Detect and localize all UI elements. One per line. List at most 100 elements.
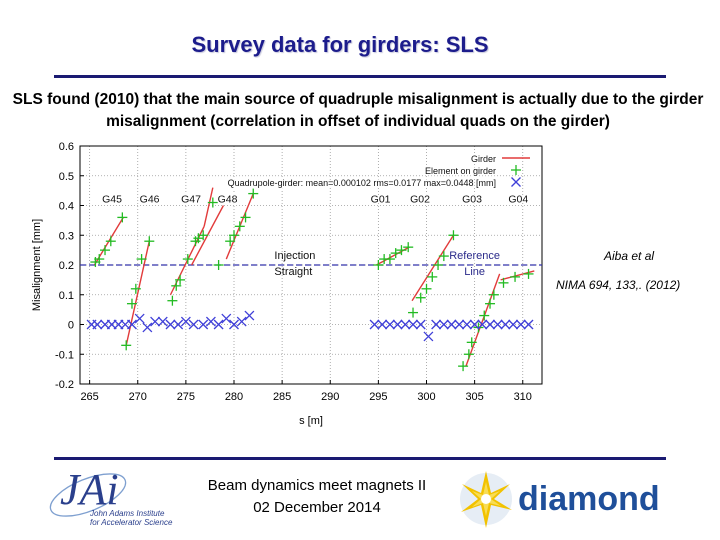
- quad-point: [423, 331, 434, 342]
- element-point: [248, 188, 259, 199]
- y-tick-label: 0.6: [59, 141, 74, 153]
- quad-point: [205, 316, 216, 327]
- diamond-logo: diamond: [460, 471, 660, 528]
- quad-point: [384, 319, 395, 330]
- quad-point-b: [415, 319, 426, 330]
- quad-point: [369, 319, 380, 330]
- element-point: [121, 340, 132, 351]
- annotation-girder-label: G03: [462, 194, 482, 206]
- element-point: [438, 251, 449, 262]
- quad-point-b: [369, 319, 380, 330]
- annotation-girder-label: G01: [371, 194, 391, 206]
- annotation-girder-label: G04: [508, 194, 528, 206]
- quad-point-b: [438, 319, 449, 330]
- footer-event: Beam dynamics meet magnets II: [207, 477, 427, 494]
- quad-point-b: [384, 319, 395, 330]
- element-point: [175, 274, 186, 285]
- quad-point-b: [477, 319, 488, 330]
- element-points: [90, 188, 534, 372]
- quad-point-b: [173, 319, 184, 330]
- quad-point: [485, 319, 495, 330]
- y-tick-label: 0.1: [59, 290, 74, 302]
- quad-point-b: [142, 322, 153, 333]
- quad-point-b: [400, 319, 411, 330]
- quad-point: [165, 319, 176, 330]
- quad-point-b: [492, 319, 503, 330]
- x-tick-label: 265: [80, 391, 98, 403]
- quad-point: [377, 319, 388, 330]
- quad-point: [157, 316, 168, 327]
- element-point: [466, 337, 477, 348]
- footer-date: 02 December 2014: [253, 499, 381, 516]
- element-point: [130, 283, 141, 294]
- quad-point: [213, 319, 224, 330]
- element-point: [408, 307, 419, 318]
- quad-point: [198, 319, 209, 330]
- quad-points: [86, 310, 534, 342]
- y-axis-label: Misalignment [mm]: [31, 219, 43, 311]
- element-point: [498, 277, 509, 288]
- element-point: [403, 242, 414, 253]
- quad-point: [446, 319, 457, 330]
- quad-point: [127, 319, 137, 330]
- reference-line-label: Line: [464, 266, 485, 278]
- annotation-girder-label: G46: [140, 194, 160, 206]
- jai-logo-line1: John Adams Institute: [89, 509, 165, 518]
- y-tick-label: 0: [68, 320, 74, 332]
- quad-point-b: [165, 319, 176, 330]
- element-point: [485, 298, 496, 309]
- quad-point: [523, 319, 534, 330]
- element-point: [167, 295, 178, 306]
- quad-point: [415, 319, 426, 330]
- element-point: [433, 260, 444, 270]
- quad-point-b: [221, 313, 232, 324]
- diamond-star-icon: [460, 471, 512, 528]
- element-point: [373, 260, 384, 270]
- element-point: [207, 197, 218, 208]
- reference-line-label: Reference: [449, 250, 500, 262]
- quad-point: [400, 319, 411, 330]
- element-point: [126, 298, 137, 309]
- quad-point-b: [408, 319, 418, 330]
- element-point: [523, 268, 534, 279]
- girder-line: [411, 234, 455, 302]
- quad-point-b: [198, 319, 209, 330]
- x-tick-label: 275: [177, 391, 195, 403]
- quad-point: [92, 319, 103, 330]
- quad-point-b: [523, 319, 534, 330]
- annotation-girder-label: G02: [410, 194, 430, 206]
- chart-axes: 265 270 275 280 285 290 295 300 305 310 -0.2 -0.1 0 0…: [31, 141, 543, 427]
- quad-point-b: [446, 319, 457, 330]
- element-point: [171, 280, 182, 291]
- jai-logo-mark: JAi: [60, 465, 119, 514]
- quad-point: [173, 319, 184, 330]
- quad-point-b: [454, 319, 465, 330]
- quad-point-b: [423, 331, 434, 342]
- quad-point: [142, 322, 153, 333]
- x-tick-label: 270: [129, 391, 147, 403]
- y-tick-label: 0.4: [59, 201, 74, 213]
- jai-orbit: [49, 473, 127, 517]
- quad-point-b: [515, 319, 526, 330]
- quad-point: [454, 319, 465, 330]
- x-axis-label: s [m]: [299, 415, 323, 427]
- element-point: [396, 245, 407, 256]
- y-tick-label: -0.2: [55, 379, 74, 391]
- x-tick-label: 305: [465, 391, 483, 403]
- footer-divider: [54, 457, 666, 460]
- quad-point-b: [392, 319, 403, 330]
- quad-point-b: [213, 319, 224, 330]
- element-point: [144, 236, 155, 247]
- chart-legend: Girder Element on girder Quadrupole-girder…: [226, 153, 530, 190]
- x-tick-label: 285: [273, 391, 291, 403]
- quad-point-b: [205, 316, 216, 327]
- element-point: [198, 230, 209, 241]
- x-tick-label: 300: [417, 391, 435, 403]
- diamond-logo-text: diamond: [518, 480, 660, 518]
- element-point: [463, 349, 474, 360]
- element-point: [136, 254, 147, 265]
- quad-point: [438, 319, 449, 330]
- y-tick-label: 0.5: [59, 171, 74, 183]
- chart-annotations: Injection Straight G45 G46 G47 G48 G01 G02 G03 G0…: [101, 192, 530, 278]
- quad-point: [180, 316, 191, 327]
